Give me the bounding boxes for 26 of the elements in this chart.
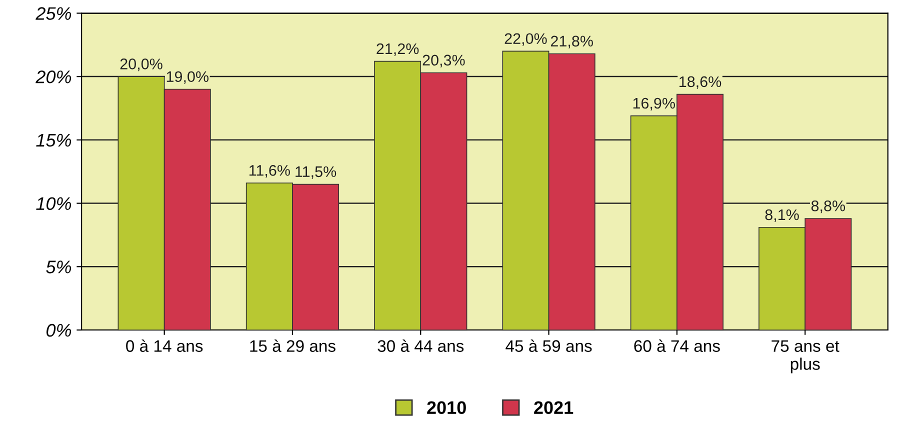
data-label: 20,3% bbox=[422, 54, 465, 68]
data-label: 11,5% bbox=[296, 166, 336, 179]
data-label: 21,2% bbox=[376, 43, 419, 56]
x-tick-label: 75 ans et plus bbox=[772, 340, 840, 374]
y-tick-label: 20% bbox=[36, 70, 72, 84]
y-tick-label: 5% bbox=[46, 260, 72, 274]
data-label: 22,0% bbox=[504, 33, 547, 46]
legend-label: 2021 bbox=[534, 401, 574, 414]
data-label: 18,6% bbox=[680, 76, 722, 89]
data-label: 21,8% bbox=[550, 36, 593, 48]
y-tick-label: 10% bbox=[36, 197, 72, 210]
x-tick-label: 30 à 44 ans bbox=[378, 340, 464, 352]
x-tick-label: 0 à 14 ans bbox=[126, 340, 203, 352]
data-label: 19,0% bbox=[166, 71, 209, 84]
x-tick-label: 45 à 59 ans bbox=[506, 340, 592, 352]
data-label: 8,8% bbox=[811, 200, 846, 214]
legend-label: 2010 bbox=[427, 401, 466, 414]
data-label: 16,9% bbox=[633, 98, 675, 110]
y-tick-label: 25% bbox=[36, 7, 72, 20]
data-label: 8,1% bbox=[765, 209, 799, 222]
data-label: 20,0% bbox=[120, 58, 162, 72]
x-tick-label: 15 à 29 ans bbox=[250, 340, 336, 352]
y-tick-label: 15% bbox=[36, 134, 72, 147]
data-label: 11,6% bbox=[249, 165, 290, 178]
y-tick-label: 0% bbox=[46, 324, 72, 337]
x-tick-label: 60 à 74 ans bbox=[634, 340, 720, 352]
